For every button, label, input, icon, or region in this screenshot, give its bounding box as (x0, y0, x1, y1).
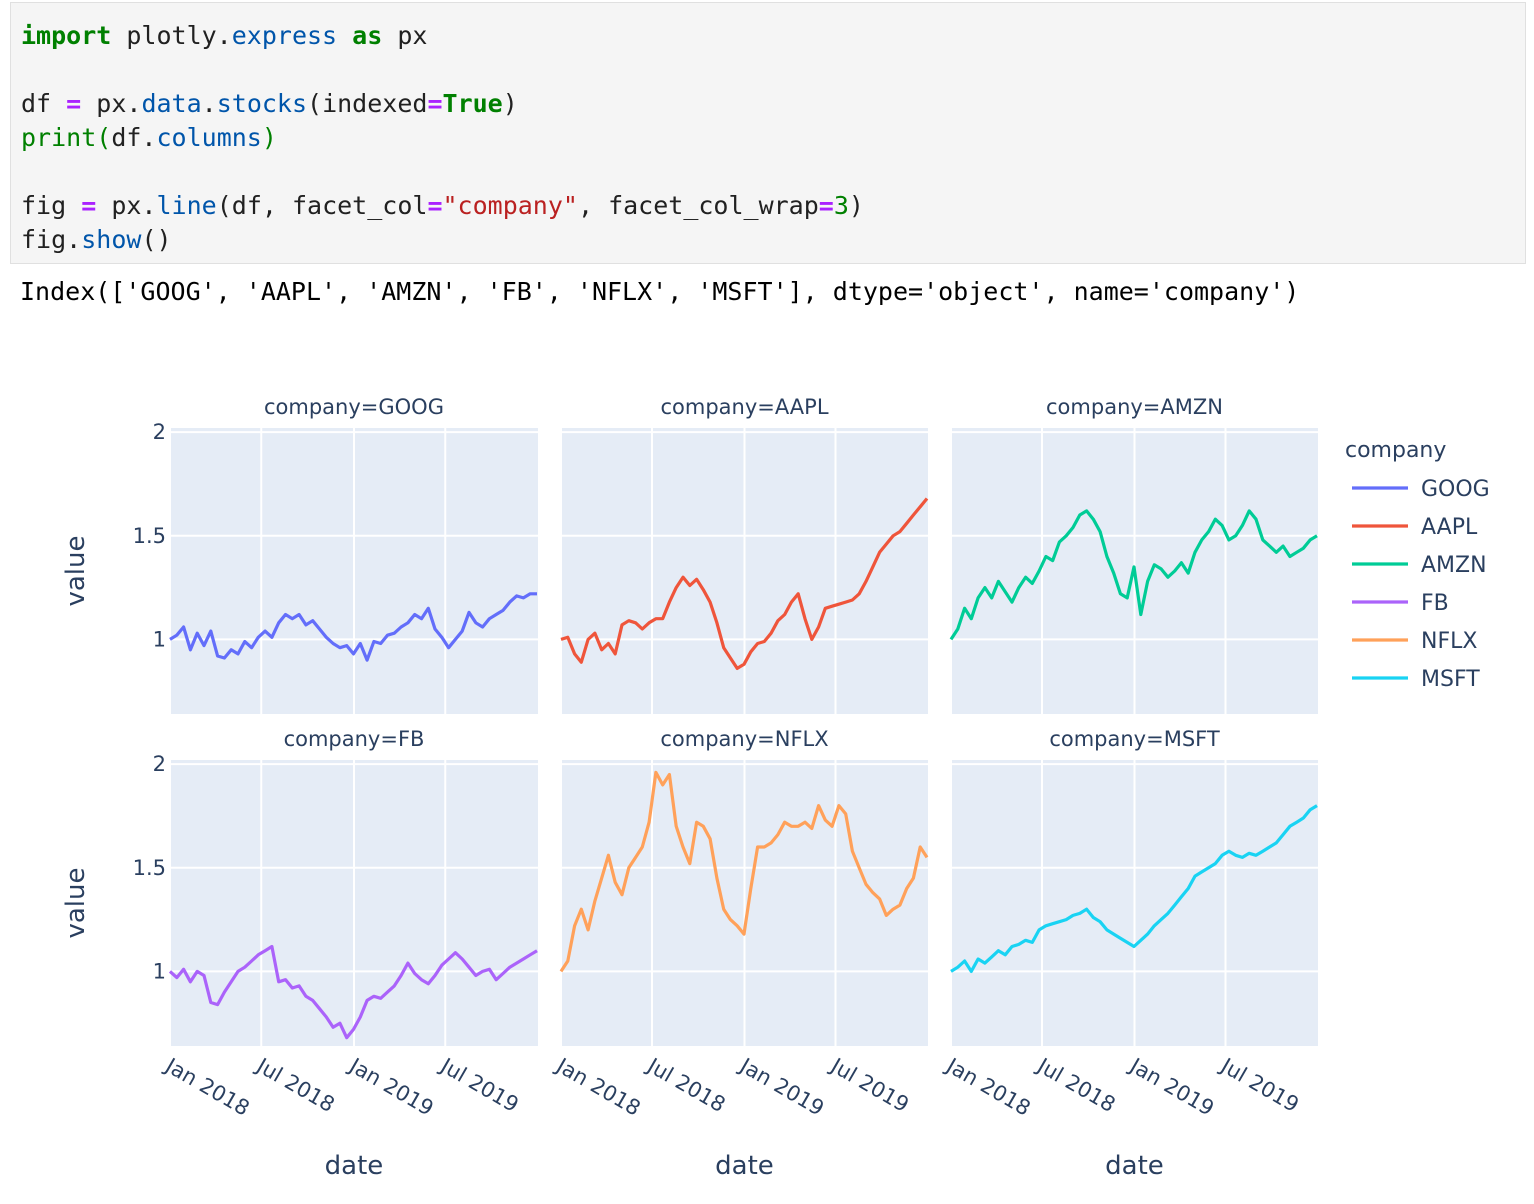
code-token: fig. (21, 225, 82, 254)
code-token: ) (261, 123, 277, 152)
legend-label: NFLX (1421, 629, 1477, 654)
x-tick-label: Jan 2019 (734, 1053, 828, 1121)
code-token: . (201, 89, 217, 118)
code-token: fig (21, 191, 82, 220)
facet-title: company=NFLX (660, 727, 828, 751)
x-tick-label: Jul 2019 (825, 1053, 913, 1118)
code-line: fig = px.line(df, facet_col="company", f… (21, 189, 1515, 223)
legend-label: FB (1421, 591, 1449, 616)
code-token: = (427, 191, 443, 220)
code-token: px (382, 21, 428, 50)
facet-title: company=GOOG (264, 395, 444, 419)
code-token (337, 21, 352, 50)
code-token: df (21, 89, 67, 118)
x-axis-title: date (1105, 1151, 1164, 1181)
code-line (21, 53, 1515, 87)
code-token: = (81, 191, 97, 220)
legend-item-goog[interactable]: GOOG (1352, 477, 1490, 502)
facet-title: company=MSFT (1049, 727, 1220, 751)
code-line: print(df.columns) (21, 121, 1515, 155)
y-tick-label: 1.5 (133, 856, 166, 880)
y-tick-label: 2 (153, 420, 166, 444)
code-token: () (141, 225, 172, 254)
code-line: fig.show() (21, 223, 1515, 257)
code-token: = (66, 89, 82, 118)
x-tick-label: Jul 2018 (1032, 1053, 1120, 1118)
code-token: = (427, 89, 443, 118)
y-tick-label: 1.5 (133, 524, 166, 548)
facet-line-chart[interactable]: company=GOOG 1 1.5 2 value company=AAPL compan… (0, 340, 1534, 1204)
code-token: (indexed (307, 89, 428, 118)
code-token: plotly. (111, 21, 232, 50)
code-token: show (81, 225, 142, 254)
code-token: 3 (833, 191, 849, 220)
x-tick-label: Jan 2018 (160, 1053, 254, 1121)
code-token: line (156, 191, 217, 220)
code-line: import plotly.express as px (21, 19, 1515, 53)
code-token: , facet_col_wrap (577, 191, 819, 220)
y-axis-title: value (61, 535, 91, 606)
legend-item-aapl[interactable]: AAPL (1352, 515, 1478, 540)
code-token: df. (111, 123, 157, 152)
y-tick-label: 2 (153, 752, 166, 776)
code-token: ) (848, 191, 864, 220)
cell-output: Index(['GOOG', 'AAPL', 'AMZN', 'FB', 'NF… (20, 277, 1300, 306)
code-token: stocks (216, 89, 308, 118)
x-axis-title: date (715, 1151, 774, 1181)
series-line-amzn (949, 509, 1318, 641)
legend-item-nflx[interactable]: NFLX (1352, 629, 1477, 654)
code-token: px. (96, 191, 157, 220)
legend-label: AAPL (1421, 515, 1478, 540)
x-axis-title: date (325, 1151, 384, 1181)
x-tick-label: Jan 2018 (551, 1053, 645, 1121)
series-line-msft (950, 804, 1318, 974)
code-token: ( (96, 123, 112, 152)
code-token: columns (156, 123, 262, 152)
x-tick-label: Jul 2018 (642, 1053, 730, 1118)
facet-title: company=FB (284, 727, 425, 751)
code-token: as (352, 21, 383, 50)
x-tick-label: Jul 2019 (435, 1053, 523, 1118)
x-tick-label: Jul 2019 (1215, 1053, 1303, 1118)
legend-title: company (1345, 438, 1446, 463)
x-tick-label: Jul 2018 (251, 1053, 339, 1118)
code-token: ) (502, 89, 518, 118)
facet-title: company=AMZN (1046, 395, 1223, 419)
code-token: print (21, 123, 97, 152)
x-tick-label: Jan 2019 (344, 1053, 438, 1121)
code-token: True (442, 89, 503, 118)
x-tick-label: Jan 2019 (1124, 1053, 1218, 1121)
code-token: px. (81, 89, 142, 118)
legend-item-amzn[interactable]: AMZN (1352, 553, 1487, 578)
code-token: = (818, 191, 834, 220)
y-tick-label: 1 (153, 959, 166, 983)
code-line (21, 155, 1515, 189)
series-line-nflx (559, 770, 929, 973)
legend-label: MSFT (1421, 667, 1480, 692)
facet-title: company=AAPL (660, 395, 828, 419)
series-line-fb (168, 944, 538, 1040)
code-token: "company" (442, 191, 578, 220)
legend-item-fb[interactable]: FB (1352, 591, 1449, 616)
legend-label: GOOG (1421, 477, 1490, 502)
legend-label: AMZN (1421, 553, 1487, 578)
code-line: df = px.data.stocks(indexed=True) (21, 87, 1515, 121)
code-token: (df, facet_col (216, 191, 428, 220)
code-token: data (141, 89, 202, 118)
series-line-aapl (560, 497, 929, 670)
x-tick-label: Jan 2018 (941, 1053, 1035, 1121)
legend-item-msft[interactable]: MSFT (1352, 667, 1480, 692)
code-token: express (231, 21, 338, 50)
y-tick-label: 1 (153, 627, 166, 651)
code-cell[interactable]: import plotly.express as px df = px.data.… (10, 2, 1526, 264)
code-token: import (21, 21, 112, 50)
series-line-goog (169, 592, 537, 662)
y-axis-title: value (61, 867, 91, 938)
